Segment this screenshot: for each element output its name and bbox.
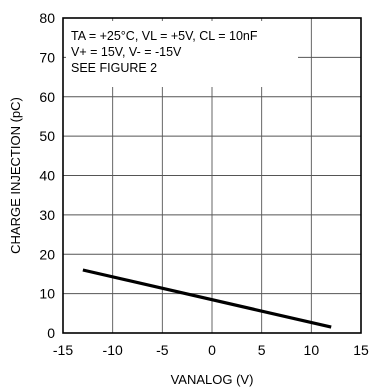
series-line-0 <box>82 268 332 329</box>
x-tick-label-3: 0 <box>208 342 216 358</box>
y-tick-label-6: 60 <box>39 89 55 105</box>
y-tick-label-0: 0 <box>47 325 55 341</box>
x-axis-label: VANALOG (V) <box>171 372 254 387</box>
annotation-conditions: TA = +25°C, VL = +5V, CL = 10nF <box>71 29 258 43</box>
annotation-figure-ref: SEE FIGURE 2 <box>71 61 157 75</box>
y-tick-label-2: 20 <box>39 246 55 262</box>
y-tick-label-5: 50 <box>39 128 55 144</box>
x-tick-label-1: -10 <box>103 342 123 358</box>
y-tick-label-4: 40 <box>39 168 55 184</box>
y-tick-labels: 0 10 20 30 40 50 60 70 80 <box>39 10 55 341</box>
y-tick-label-3: 30 <box>39 207 55 223</box>
x-tick-label-6: 15 <box>353 342 369 358</box>
x-tick-label-0: -15 <box>53 342 73 358</box>
y-tick-label-1: 10 <box>39 286 55 302</box>
series-group <box>82 268 332 329</box>
plot-frame <box>62 17 362 334</box>
y-tick-label-8: 80 <box>39 10 55 26</box>
x-tick-label-5: 10 <box>304 342 320 358</box>
x-tick-labels: -15 -10 -5 0 5 10 15 <box>53 342 369 358</box>
annotation-block: TA = +25°C, VL = +5V, CL = 10nF V+ = 15V… <box>71 29 258 75</box>
y-tick-label-7: 70 <box>39 49 55 65</box>
y-axis-label: CHARGE INJECTION (pC) <box>8 97 23 254</box>
x-tick-label-2: -5 <box>156 342 169 358</box>
x-tick-label-4: 5 <box>258 342 266 358</box>
annotation-background <box>66 21 298 87</box>
annotation-supplies: V+ = 15V, V- = -15V <box>71 45 182 59</box>
